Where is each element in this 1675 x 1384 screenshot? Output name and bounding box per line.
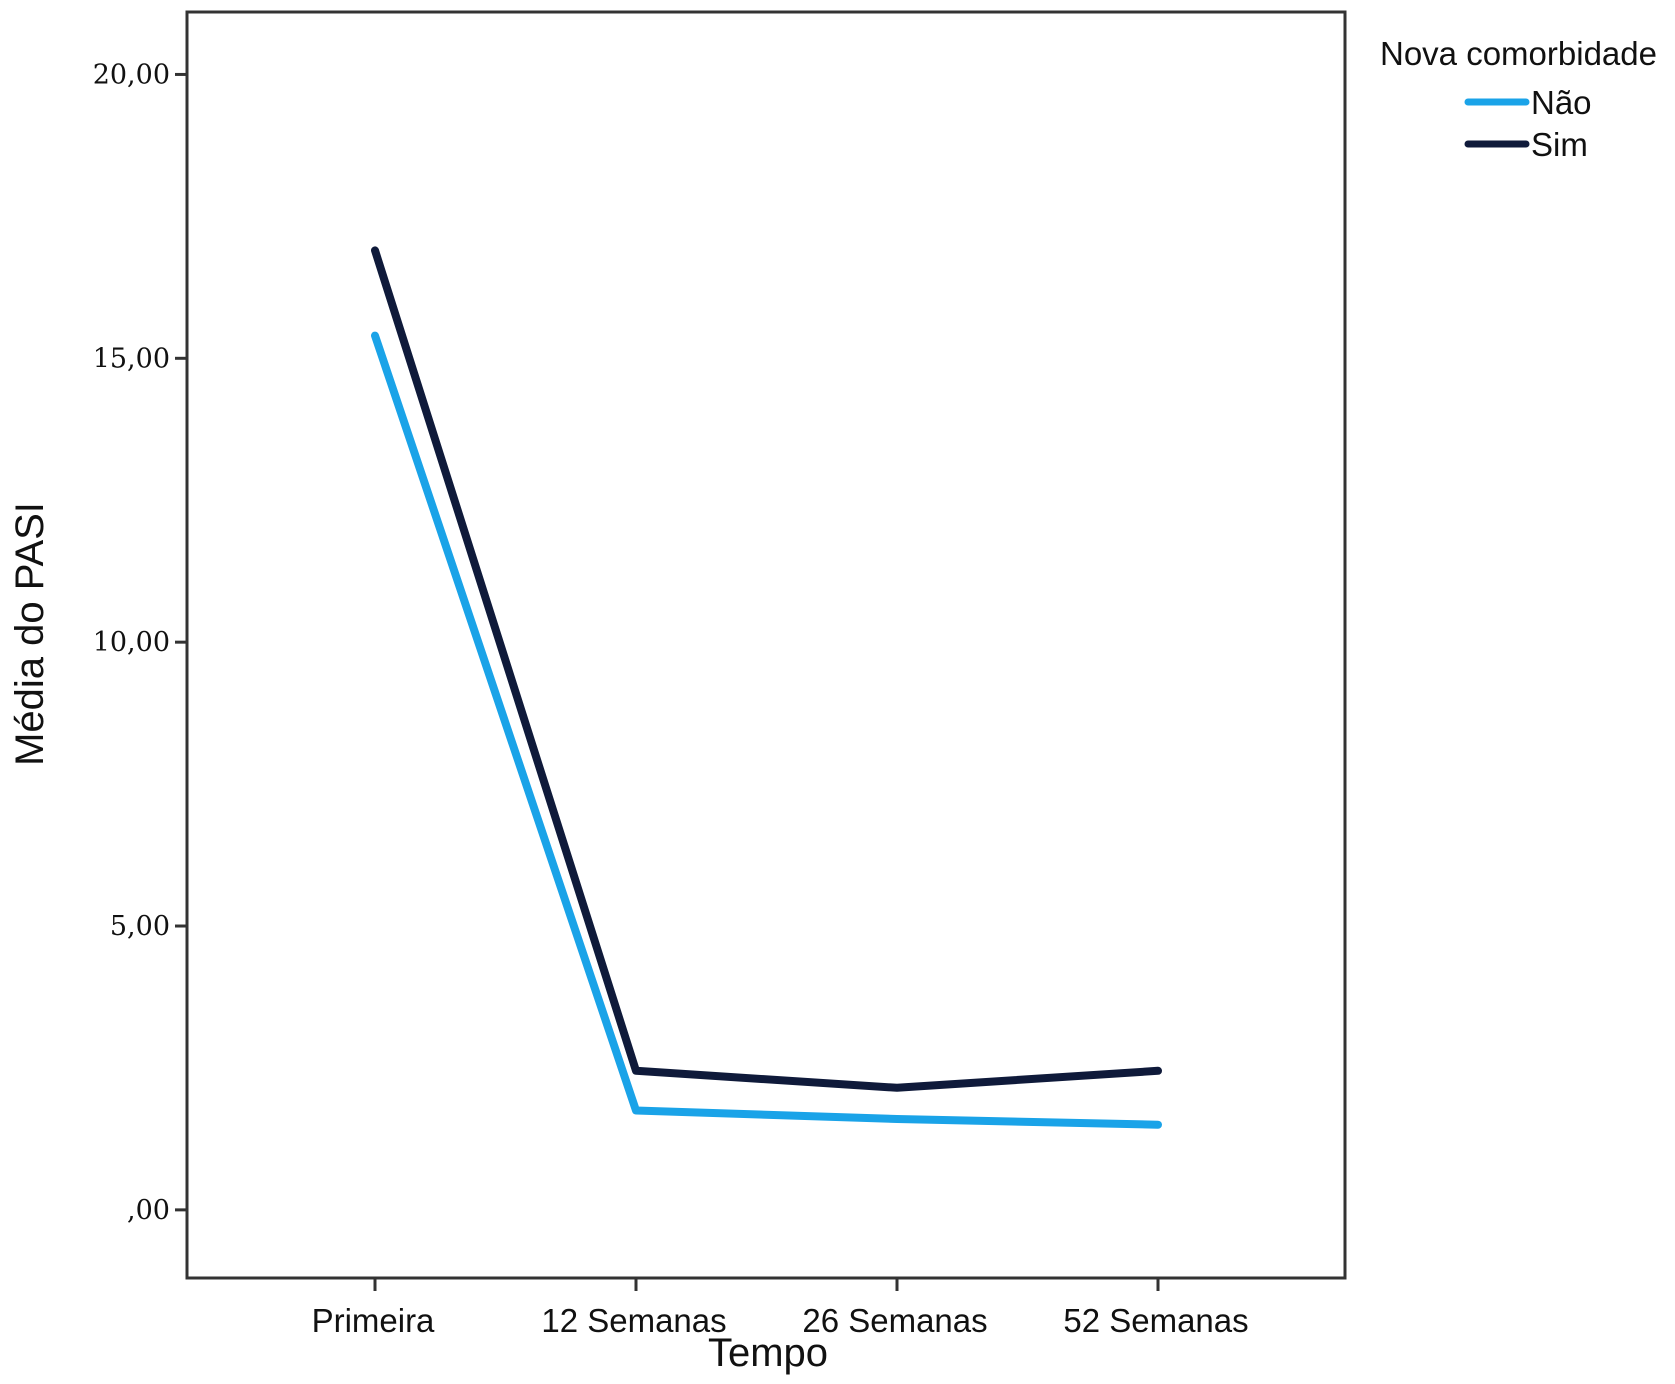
data-point [634,1109,638,1112]
legend-label: Sim [1531,126,1588,163]
data-point [895,1086,899,1090]
data-point [634,1069,638,1073]
series-layer [371,246,1162,1129]
x-axis-title: Tempo [708,1331,828,1375]
x-tick-label: 12 Semanas [541,1302,726,1339]
legend-title: Nova comorbidade [1380,35,1657,72]
y-tick-label: ,00 [127,1195,170,1226]
series-line-0 [371,331,1162,1129]
x-tick-label: Primeira [312,1302,435,1339]
y-axis-title: Média do PASI [8,502,52,766]
y-tick-label: 5,00 [110,911,170,942]
series-line-1 [371,246,1162,1092]
x-axis: Primeira 12 Semanas 26 Semanas 52 Semanas [312,1278,1249,1339]
legend-label: Não [1531,84,1592,121]
data-point [373,334,377,338]
legend: Nova comorbidade Não Sim [1380,35,1657,163]
x-tick-label: 26 Semanas [802,1302,987,1339]
plot-frame [185,10,1347,1280]
x-tick-label: 52 Semanas [1063,1302,1248,1339]
y-tick-label: 20,00 [93,59,170,90]
y-tick-label: 15,00 [93,343,170,374]
legend-items: Não Sim [1464,84,1592,163]
y-axis: ,00 5,00 10,00 15,00 20,00 [93,59,187,1226]
data-point [373,248,377,252]
data-point [1156,1123,1160,1127]
y-tick-label: 10,00 [93,627,170,658]
data-point [1156,1069,1160,1073]
data-point [895,1117,899,1121]
